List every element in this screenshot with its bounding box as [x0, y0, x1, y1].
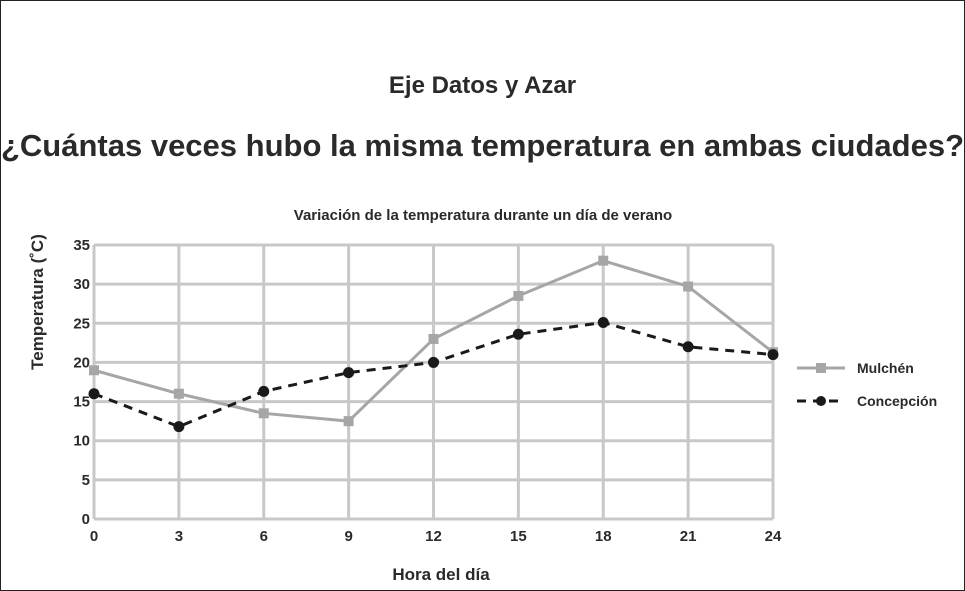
- series-group: [88, 255, 779, 433]
- series-mulchen-point: [89, 365, 99, 376]
- series-concepcion-point: [767, 349, 779, 361]
- series-concepcion-point: [258, 385, 270, 397]
- series-mulchen-point: [258, 408, 269, 419]
- series-mulchen-point: [598, 255, 609, 266]
- legend-concepcion-label: Concepción: [857, 393, 937, 409]
- x-tick-labels: 0 3 6 9 12 15 18 21 24: [90, 528, 782, 545]
- x-tick-label: 24: [765, 528, 782, 545]
- series-mulchen-point: [683, 281, 694, 292]
- series-concepcion-point: [597, 317, 609, 329]
- x-tick-label: 15: [510, 528, 527, 545]
- y-axis-label: Temperatura (˚C): [28, 234, 47, 370]
- series-mulchen-point: [513, 290, 524, 301]
- series-concepcion-point: [512, 328, 524, 340]
- legend-mulchen-marker: [816, 363, 826, 373]
- series-concepcion-point: [682, 341, 694, 353]
- y-tick-label: 20: [73, 354, 90, 371]
- series-mulchen-point: [428, 333, 439, 344]
- series-concepcion-point: [173, 421, 185, 433]
- x-axis-label: Hora del día: [392, 565, 490, 584]
- subtitle-heading: Eje Datos y Azar: [388, 72, 577, 99]
- series-concepcion-point: [428, 356, 439, 368]
- series-mulchen-point: [343, 416, 354, 427]
- x-tick-label: 21: [680, 528, 697, 545]
- y-tick-label: 15: [73, 394, 90, 411]
- x-tick-label: 3: [175, 528, 183, 545]
- x-tick-label: 18: [595, 528, 612, 545]
- series-concepcion-point: [343, 367, 355, 379]
- x-tick-label: 6: [260, 528, 268, 545]
- chart-title: Variación de la temperatura durante un d…: [294, 207, 672, 224]
- y-tick-label: 10: [73, 433, 90, 450]
- y-tick-label: 0: [82, 511, 90, 528]
- x-tick-label: 9: [344, 528, 352, 545]
- y-tick-label: 5: [82, 472, 90, 489]
- question-heading: ¿Cuántas veces hubo la misma temperatura…: [0, 128, 965, 163]
- y-tick-label: 30: [73, 276, 90, 293]
- x-tick-label: 12: [425, 528, 442, 545]
- chart-grid: [92, 243, 775, 521]
- y-tick-labels: 0 5 10 15 20 25 30 35: [73, 237, 90, 528]
- legend-mulchen-label: Mulchén: [857, 360, 914, 376]
- series-concepcion-point: [88, 388, 100, 400]
- y-tick-label: 35: [73, 237, 90, 254]
- x-tick-label: 0: [90, 528, 98, 545]
- series-mulchen-point: [173, 388, 184, 399]
- legend-concepcion-marker: [816, 396, 826, 406]
- chart-legend: Mulchén Concepción: [797, 360, 937, 409]
- y-tick-label: 25: [73, 315, 90, 332]
